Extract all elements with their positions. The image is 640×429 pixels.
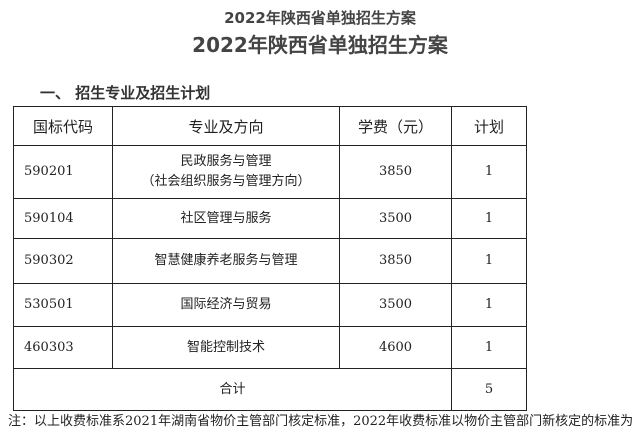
total-row: 合计 5 <box>13 368 527 411</box>
plan-cell: 1 <box>451 145 527 199</box>
header-code: 国标代码 <box>13 106 113 146</box>
table-row: 590302 智慧健康养老服务与管理 3850 1 <box>13 238 527 284</box>
header-plan: 计划 <box>451 106 527 146</box>
code-cell: 590201 <box>13 145 113 199</box>
major-direction: （社会组织服务与管理方向） <box>141 174 311 189</box>
fee-cell: 3850 <box>339 145 452 199</box>
major-cell: 智能控制技术 <box>112 326 340 369</box>
table-header: 国标代码 专业及方向 学费（元） 计划 <box>13 106 527 146</box>
major-name: 民政服务与管理 <box>180 154 272 169</box>
major-cell: 智慧健康养老服务与管理 <box>112 238 340 284</box>
total-value: 5 <box>451 368 527 411</box>
plan-cell: 1 <box>451 283 527 327</box>
code-cell: 590104 <box>13 198 113 239</box>
table-row: 530501 国际经济与贸易 3500 1 <box>13 283 527 327</box>
total-label: 合计 <box>13 368 452 411</box>
doc-title-small: 2022年陕西省单独招生方案 <box>224 9 416 27</box>
enrollment-table: 国标代码 专业及方向 学费（元） 计划 590201 民政服务与管理 （社会组织服… <box>13 106 527 411</box>
fee-cell: 3500 <box>339 198 452 239</box>
plan-cell: 1 <box>451 198 527 239</box>
header-fee: 学费（元） <box>339 106 452 146</box>
doc-title: 2022年陕西省单独招生方案 <box>192 33 448 57</box>
code-cell: 460303 <box>13 326 113 369</box>
footnote: 注：以上收费标准系2021年湖南省物价主管部门核定标准，2022年收费标准以物价… <box>8 414 634 429</box>
table-row: 590201 民政服务与管理 （社会组织服务与管理方向） 3850 1 <box>13 145 527 199</box>
major-cell: 国际经济与贸易 <box>112 283 340 327</box>
plan-cell: 1 <box>451 326 527 369</box>
table-row: 460303 智能控制技术 4600 1 <box>13 326 527 369</box>
fee-cell: 3500 <box>339 283 452 327</box>
major-cell: 社区管理与服务 <box>112 198 340 239</box>
major-cell: 民政服务与管理 （社会组织服务与管理方向） <box>112 145 340 199</box>
plan-cell: 1 <box>451 238 527 284</box>
code-cell: 590302 <box>13 238 113 284</box>
code-cell: 530501 <box>13 283 113 327</box>
header-major: 专业及方向 <box>112 106 340 146</box>
fee-cell: 4600 <box>339 326 452 369</box>
table-row: 590104 社区管理与服务 3500 1 <box>13 198 527 239</box>
fee-cell: 3850 <box>339 238 452 284</box>
section-heading: 一、 招生专业及招生计划 <box>40 84 211 102</box>
